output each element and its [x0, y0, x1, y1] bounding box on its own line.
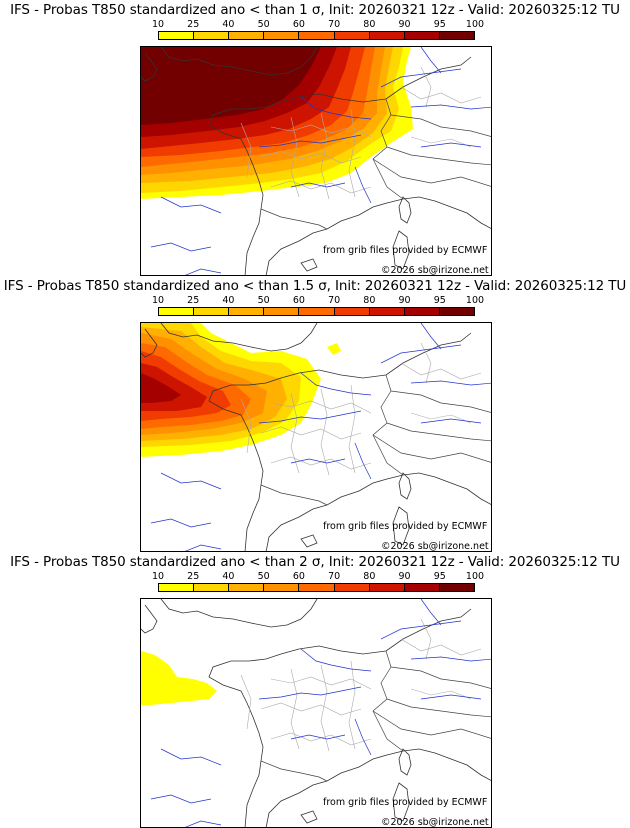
colorbar-swatch: [334, 32, 370, 39]
colorbar-tick-label: 40: [222, 571, 235, 582]
probability-map: from grib files provided by ECMWF ©2026 …: [140, 322, 492, 552]
colorbar-swatch: [299, 308, 335, 315]
probability-map: from grib files provided by ECMWF ©2026 …: [140, 46, 492, 276]
copyright-credit: ©2026 sb@irizone.net: [381, 541, 489, 552]
source-credit: from grib files provided by ECMWF: [323, 797, 488, 808]
colorbar-swatch: [194, 308, 230, 315]
panel-title: IFS - Probas T850 standardized ano < tha…: [3, 278, 627, 294]
colorbar-swatch: [264, 32, 300, 39]
colorbar-tick-label: 50: [257, 571, 270, 582]
colorbar-ticks: 10 25 40 50 60 70 80 90 95 100: [152, 19, 484, 31]
colorbar-tick-label: 95: [433, 295, 446, 306]
colorbar: [158, 583, 475, 592]
colorbar-tick-label: 100: [465, 571, 485, 582]
colorbar-tick-label: 60: [292, 571, 305, 582]
colorbar-tick-label: 80: [363, 295, 376, 306]
colorbar-tick-label: 90: [398, 571, 411, 582]
colorbar-tick-label: 25: [187, 295, 200, 306]
panel-2: IFS - Probas T850 standardized ano < tha…: [0, 276, 630, 552]
colorbar-swatch: [404, 308, 440, 315]
colorbar-tick-label: 100: [465, 19, 485, 30]
colorbar-tick-label: 70: [328, 295, 341, 306]
copyright-credit: ©2026 sb@irizone.net: [381, 265, 489, 276]
colorbar-tick-label: 70: [328, 571, 341, 582]
colorbar-ticks: 10 25 40 50 60 70 80 90 95 100: [152, 295, 484, 307]
colorbar-tick-label: 70: [328, 19, 341, 30]
colorbar-swatch: [264, 584, 300, 591]
colorbar-swatch: [159, 584, 195, 591]
colorbar: [158, 307, 475, 316]
map-graphic: [141, 599, 491, 827]
colorbar-swatch: [299, 584, 335, 591]
colorbar-tick-label: 25: [187, 571, 200, 582]
map-graphic: [141, 47, 491, 275]
colorbar-swatch: [264, 308, 300, 315]
panel-title: IFS - Probas T850 standardized ano < tha…: [10, 554, 620, 570]
colorbar-ticks: 10 25 40 50 60 70 80 90 95 100: [152, 571, 484, 583]
colorbar-swatch: [439, 584, 474, 591]
colorbar-swatch: [369, 308, 405, 315]
panel-1: IFS - Probas T850 standardized ano < tha…: [0, 0, 630, 276]
colorbar-swatch: [404, 584, 440, 591]
colorbar-swatch: [439, 308, 474, 315]
colorbar-swatch: [439, 32, 474, 39]
colorbar-swatch: [194, 32, 230, 39]
colorbar-tick-label: 40: [222, 295, 235, 306]
colorbar-swatch: [404, 32, 440, 39]
colorbar-tick-label: 10: [151, 571, 165, 582]
copyright-credit: ©2026 sb@irizone.net: [381, 817, 489, 828]
colorbar-tick-label: 10: [151, 295, 165, 306]
colorbar-swatch: [229, 308, 265, 315]
colorbar-swatch: [194, 584, 230, 591]
probability-map: from grib files provided by ECMWF ©2026 …: [140, 598, 492, 828]
colorbar-tick-label: 60: [292, 19, 305, 30]
source-credit: from grib files provided by ECMWF: [323, 521, 488, 532]
colorbar-swatch: [334, 308, 370, 315]
colorbar-tick-label: 40: [222, 19, 235, 30]
colorbar-swatch: [369, 584, 405, 591]
panel-3: IFS - Probas T850 standardized ano < tha…: [0, 552, 630, 828]
colorbar-swatch: [159, 32, 195, 39]
colorbar-swatch: [229, 584, 265, 591]
source-credit: from grib files provided by ECMWF: [323, 245, 488, 256]
colorbar-swatch: [334, 584, 370, 591]
colorbar-swatch: [369, 32, 405, 39]
colorbar-swatch: [299, 32, 335, 39]
colorbar-swatch: [159, 308, 195, 315]
map-graphic: [141, 323, 491, 551]
colorbar-tick-label: 80: [363, 19, 376, 30]
colorbar-tick-label: 95: [433, 19, 446, 30]
colorbar-tick-label: 10: [151, 19, 165, 30]
colorbar-tick-label: 60: [292, 295, 305, 306]
colorbar-tick-label: 25: [187, 19, 200, 30]
colorbar-tick-label: 90: [398, 19, 411, 30]
colorbar: [158, 31, 475, 40]
colorbar-tick-label: 100: [465, 295, 485, 306]
colorbar-tick-label: 95: [433, 571, 446, 582]
panel-title: IFS - Probas T850 standardized ano < tha…: [10, 2, 620, 18]
colorbar-tick-label: 80: [363, 571, 376, 582]
colorbar-tick-label: 90: [398, 295, 411, 306]
colorbar-tick-label: 50: [257, 295, 270, 306]
colorbar-swatch: [229, 32, 265, 39]
colorbar-tick-label: 50: [257, 19, 270, 30]
